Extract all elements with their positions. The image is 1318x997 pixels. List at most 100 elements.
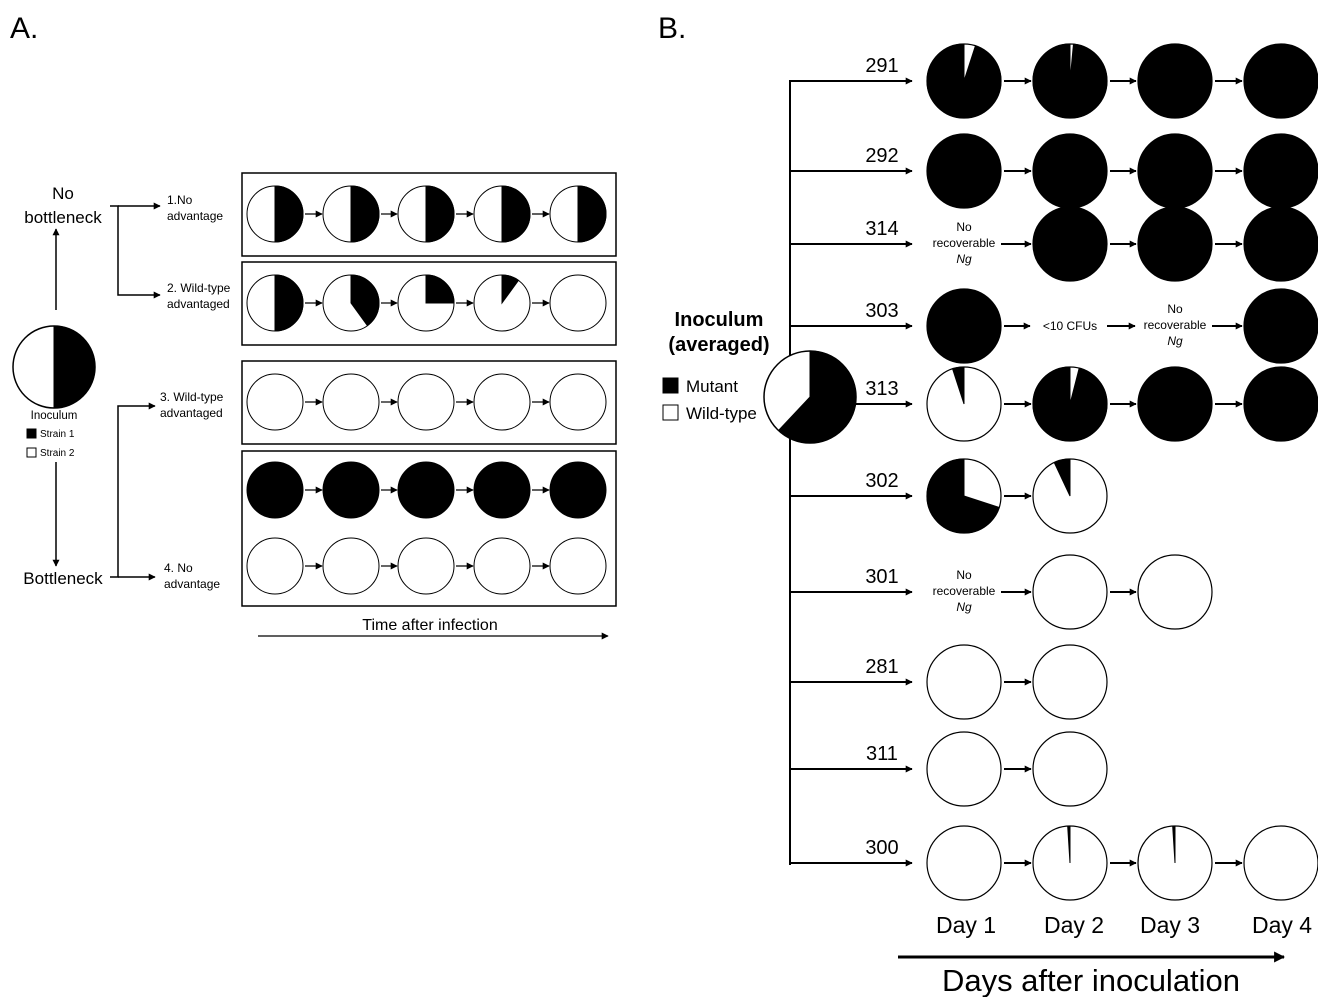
legend-label-mutant: Mutant	[686, 377, 738, 396]
subject-281-label: 281	[865, 656, 898, 678]
scenario-1-box	[241, 172, 617, 257]
subject-303-label: 303	[865, 300, 898, 322]
subject-303-day-2-note: <10 CFUs	[1043, 319, 1097, 333]
legend-label-wildtype: Wild-type	[686, 404, 757, 423]
subject-314-day-1-note-line-3: Ng	[956, 252, 972, 266]
subject-311-day-2-pie	[1032, 731, 1108, 807]
subject-313-day-4-pie-mutant-slice	[1243, 366, 1318, 442]
scenario-4-row-1-pie-2	[322, 461, 380, 519]
subject-303-day-3-note-line-2: recoverable	[1144, 318, 1207, 332]
scenario-3-row-1-pie-1	[246, 373, 304, 431]
scenario-2-label-line1: 2. Wild-type	[167, 281, 231, 295]
subject-314-day-3-pie-mutant-slice	[1137, 206, 1213, 282]
subject-311-label: 311	[866, 743, 898, 765]
scenario-3-box	[241, 360, 617, 445]
subject-301-day-1-note-line-2: recoverable	[933, 584, 996, 598]
subject-303-day-1-pie-mutant-slice	[926, 288, 1002, 364]
scenario-4-row-2-pie-2-disc	[322, 537, 380, 595]
panel-a-pies	[246, 185, 607, 595]
subject-303-day-3-note-line-3: Ng	[1167, 334, 1183, 348]
subject-291-day-1-pie-mutant-slice	[926, 43, 1002, 119]
subject-314-day-4-pie	[1243, 206, 1318, 282]
subject-292-day-2-pie-mutant-slice	[1032, 133, 1108, 209]
scenario-2-row-1-pie-5	[549, 274, 607, 332]
subject-292-day-4-pie	[1243, 133, 1318, 209]
scenario-2-row-1-pie-5-disc	[549, 274, 607, 332]
subject-314-day-1-note-line-2: recoverable	[933, 236, 996, 250]
day-label-1: Day 1	[936, 912, 996, 938]
subject-300-day-2-pie	[1032, 825, 1108, 901]
inoculum-title-line2: (averaged)	[668, 334, 769, 356]
scenario-1-row-1-pie-1-mutant-slice	[274, 185, 304, 243]
scenario-4-row-2-pie-4-disc	[473, 537, 531, 595]
day-label-3: Day 3	[1140, 912, 1200, 938]
scenario-4-row-2-pie-5-disc	[549, 537, 607, 595]
day-label-4: Day 4	[1252, 912, 1312, 938]
subject-291-day-4-pie	[1243, 43, 1318, 119]
subject-303-day-4-pie	[1243, 288, 1318, 364]
scenario-4-row-1-pie-5-mutant-slice	[549, 461, 607, 519]
subject-300-day-1-pie	[926, 825, 1002, 901]
scenario-2-row-1-pie-3	[397, 274, 455, 332]
inoculum-pie-a	[12, 325, 96, 409]
time-axis-label: Time after infection	[362, 617, 497, 634]
subject-303-day-3-note-line-1: No	[1167, 302, 1183, 316]
subject-301-day-2-pie	[1032, 554, 1108, 630]
scenario-4-row-2-pie-1	[246, 537, 304, 595]
scenario-1-row-1-pie-2-mutant-slice	[350, 185, 380, 243]
scenario-4-row-1-pie-1-mutant-slice	[246, 461, 304, 519]
scenario-3-row-1-pie-3-disc	[397, 373, 455, 431]
inoculum-caption: Inoculum	[31, 410, 78, 422]
days-axis-label: Days after inoculation	[942, 963, 1240, 997]
subject-311-day-2-pie-disc	[1032, 731, 1108, 807]
subject-292-day-3-pie-mutant-slice	[1137, 133, 1213, 209]
legend-label-strain1: Strain 1	[40, 429, 75, 440]
scenario-4-row-1-pie-3-mutant-slice	[397, 461, 455, 519]
subject-303-day-4-pie-mutant-slice	[1243, 288, 1318, 364]
legend-swatch-mutant	[662, 377, 679, 394]
subject-300-day-4-pie-disc	[1243, 825, 1318, 901]
subject-291-day-3-pie	[1137, 43, 1213, 119]
no-bottleneck-label-line1: No	[52, 184, 74, 203]
panel-a: A. No bottleneck Bottleneck Inoculum Str…	[10, 12, 617, 640]
subject-300-day-4-pie	[1243, 825, 1318, 901]
inoculum-title-line1: Inoculum	[675, 309, 764, 331]
scenario-3-row-1-pie-5-disc	[549, 373, 607, 431]
subject-302-day-2-pie-mutant-slice	[1053, 458, 1071, 497]
scenario-1-label-line2: advantage	[167, 209, 223, 223]
inoculum-b-mutant-slice	[777, 350, 857, 444]
panel-a-label: A.	[10, 12, 38, 45]
subject-311-day-1-pie	[926, 731, 1002, 807]
scenario-3-label-line2: advantaged	[160, 406, 223, 420]
day-label-2: Day 2	[1044, 912, 1104, 938]
scenario-2-row-1-pie-1-mutant-slice	[274, 274, 304, 332]
subject-292-day-1-pie-mutant-slice	[926, 133, 1002, 209]
subject-300-day-1-pie-disc	[926, 825, 1002, 901]
no-bottleneck-label-line2: bottleneck	[24, 208, 102, 227]
subject-292-day-4-pie-mutant-slice	[1243, 133, 1318, 209]
subject-311-day-1-pie-disc	[926, 731, 1002, 807]
top-bracket	[110, 205, 161, 299]
scenario-4-row-2-pie-2	[322, 537, 380, 595]
scenario-1-row-1-pie-3	[397, 185, 455, 243]
subject-301-day-3-pie	[1137, 554, 1213, 630]
scenario-4-row-1-pie-3	[397, 461, 455, 519]
subject-302-label: 302	[865, 470, 898, 492]
subject-313-label: 313	[865, 378, 898, 400]
scenario-1-row-1-pie-5	[549, 185, 607, 243]
scenario-2-row-1-pie-4	[473, 274, 531, 332]
scenario-3-row-1-pie-4	[473, 373, 531, 431]
scenario-4-label-line1: 4. No	[164, 561, 193, 575]
subject-313-day-1-pie-mutant-slice	[951, 366, 965, 405]
scenario-2-row-1-pie-4-mutant-slice	[501, 274, 520, 305]
subject-301-label: 301	[865, 566, 898, 588]
subject-281-day-1-pie	[926, 644, 1002, 720]
subject-314-day-2-pie	[1032, 206, 1108, 282]
subject-300-day-3-pie-mutant-slice	[1172, 825, 1176, 864]
scenario-1-row-1-pie-5-mutant-slice	[577, 185, 607, 243]
subject-302-day-1-pie	[926, 458, 1002, 534]
scenario-1-row-1-pie-1	[246, 185, 304, 243]
subject-303-day-1-pie	[926, 288, 1002, 364]
subject-281-day-2-pie	[1032, 644, 1108, 720]
